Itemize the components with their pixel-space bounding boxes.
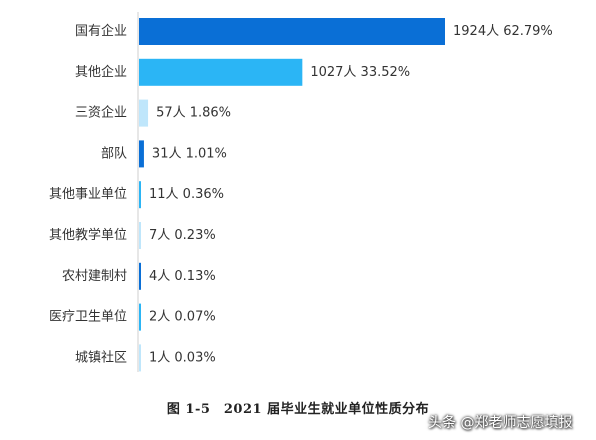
bar-5 <box>139 181 141 209</box>
watermark: 头条 @郑老师志愿填报 <box>428 415 573 431</box>
category-label-4: 部队 <box>101 146 127 161</box>
bar-7 <box>139 262 141 290</box>
data-label-5: 11人 0.36% <box>149 187 224 202</box>
data-label-8: 2人 0.07% <box>149 310 216 325</box>
category-label-1: 国有企业 <box>75 23 127 39</box>
bar-9 <box>139 344 141 372</box>
data-label-9: 1人 0.03% <box>149 350 216 365</box>
bars-layer: 国有企业 1924人 62.79% 其他企业 1027人 33.52% 三资企业 57人 … <box>49 18 553 372</box>
figure-caption: 图 1-5 2021 届毕业生就业单位性质分布 <box>166 402 430 417</box>
bar-4 <box>139 140 144 168</box>
data-label-4: 31人 1.01% <box>152 146 227 161</box>
data-label-2: 1027人 33.52% <box>310 65 410 80</box>
category-label-5: 其他事业单位 <box>49 187 127 202</box>
data-label-1: 1924人 62.79% <box>453 24 553 39</box>
category-label-9: 城镇社区 <box>75 349 127 365</box>
category-label-6: 其他教学单位 <box>49 227 127 243</box>
category-label-7: 农村建制村 <box>62 269 127 284</box>
category-label-2: 其他企业 <box>75 64 127 80</box>
bar-2 <box>139 58 303 86</box>
bar-chart: 国有企业 1924人 62.79% 其他企业 1027人 33.52% 三资企业 57人 … <box>49 12 553 372</box>
category-label-3: 三资企业 <box>75 105 127 121</box>
data-label-6: 7人 0.23% <box>149 228 216 243</box>
bar-1 <box>139 18 445 45</box>
category-label-8: 医疗卫生单位 <box>49 310 127 325</box>
data-label-7: 4人 0.13% <box>149 269 216 284</box>
bar-3 <box>139 99 149 127</box>
data-label-3: 57人 1.86% <box>156 106 231 121</box>
bar-6 <box>139 222 141 249</box>
bar-8 <box>139 303 141 331</box>
